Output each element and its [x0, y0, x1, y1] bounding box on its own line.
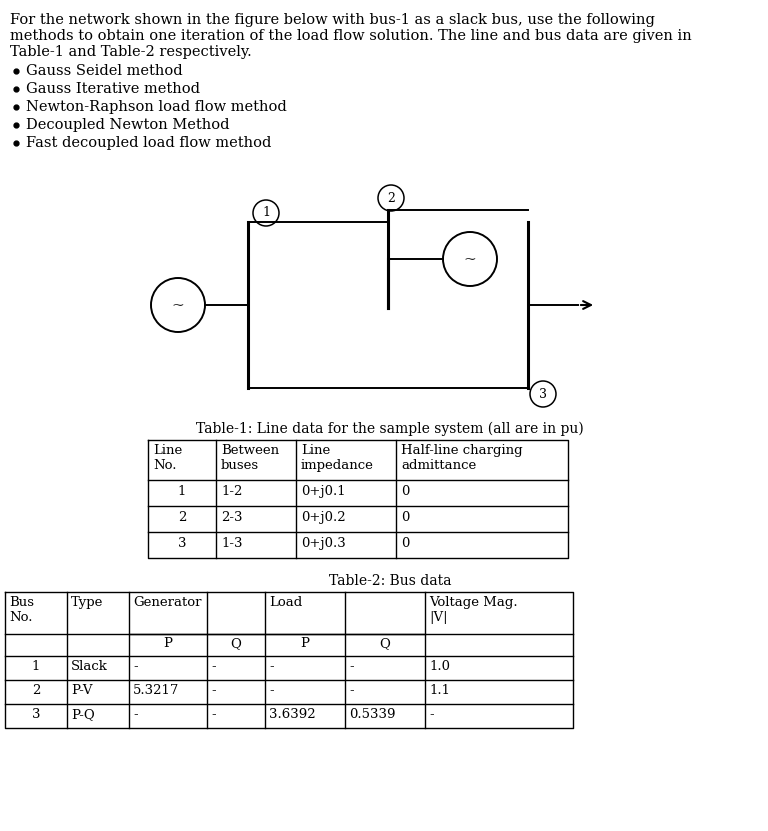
Text: P: P	[164, 637, 173, 650]
Text: 0.5339: 0.5339	[349, 708, 396, 721]
Text: Table-2: Bus data: Table-2: Bus data	[329, 574, 452, 588]
Text: Generator: Generator	[133, 596, 201, 609]
Text: 0: 0	[401, 537, 409, 550]
Text: Newton-Raphson load flow method: Newton-Raphson load flow method	[26, 100, 286, 114]
Text: 1.0: 1.0	[429, 660, 450, 673]
Text: 2-3: 2-3	[221, 511, 243, 524]
Text: Bus
No.: Bus No.	[9, 596, 34, 624]
Text: 1: 1	[178, 485, 186, 498]
Text: 1: 1	[31, 660, 40, 673]
Text: Between
buses: Between buses	[221, 444, 279, 472]
Text: -: -	[429, 708, 434, 721]
Text: 2: 2	[178, 511, 186, 524]
Text: Q: Q	[230, 637, 241, 650]
Text: Decoupled Newton Method: Decoupled Newton Method	[26, 118, 230, 132]
Text: ~: ~	[171, 299, 184, 313]
Text: Voltage Mag.
|V|: Voltage Mag. |V|	[429, 596, 518, 624]
Text: Gauss Iterative method: Gauss Iterative method	[26, 82, 200, 96]
Text: P-Q: P-Q	[71, 708, 94, 721]
Text: Table-1: Line data for the sample system (all are in pu): Table-1: Line data for the sample system…	[196, 422, 584, 436]
Text: -: -	[349, 660, 353, 673]
Text: Table-1 and Table-2 respectively.: Table-1 and Table-2 respectively.	[10, 45, 252, 59]
Text: Slack: Slack	[71, 660, 108, 673]
Text: -: -	[269, 684, 273, 697]
Text: 1-3: 1-3	[221, 537, 243, 550]
Text: Type: Type	[71, 596, 104, 609]
Text: 0+j0.2: 0+j0.2	[301, 511, 346, 524]
Text: 1: 1	[262, 206, 270, 219]
Text: Gauss Seidel method: Gauss Seidel method	[26, 64, 183, 78]
Text: -: -	[211, 708, 216, 721]
Text: ~: ~	[464, 253, 476, 267]
Text: 3: 3	[539, 387, 547, 401]
Text: 0: 0	[401, 511, 409, 524]
Text: Line
No.: Line No.	[153, 444, 182, 472]
Text: methods to obtain one iteration of the load flow solution. The line and bus data: methods to obtain one iteration of the l…	[10, 29, 692, 43]
Text: 2: 2	[31, 684, 40, 697]
Text: 1-2: 1-2	[221, 485, 243, 498]
Text: 0+j0.1: 0+j0.1	[301, 485, 346, 498]
Text: 3: 3	[177, 537, 187, 550]
Text: -: -	[211, 660, 216, 673]
Text: Load: Load	[269, 596, 303, 609]
Text: Line
impedance: Line impedance	[301, 444, 374, 472]
Text: -: -	[269, 660, 273, 673]
Text: For the network shown in the figure below with bus-1 as a slack bus, use the fol: For the network shown in the figure belo…	[10, 13, 655, 27]
Text: 3.6392: 3.6392	[269, 708, 316, 721]
Text: -: -	[133, 660, 137, 673]
Text: 0: 0	[401, 485, 409, 498]
Text: 2: 2	[387, 191, 395, 204]
Text: 0+j0.3: 0+j0.3	[301, 537, 346, 550]
Text: P-V: P-V	[71, 684, 92, 697]
Text: 3: 3	[31, 708, 40, 721]
Text: Q: Q	[379, 637, 390, 650]
Text: 5.3217: 5.3217	[133, 684, 180, 697]
Text: Half-line charging
admittance: Half-line charging admittance	[401, 444, 523, 472]
Text: -: -	[349, 684, 353, 697]
Text: -: -	[211, 684, 216, 697]
Text: 1.1: 1.1	[429, 684, 450, 697]
Text: P: P	[300, 637, 310, 650]
Text: Fast decoupled load flow method: Fast decoupled load flow method	[26, 136, 271, 150]
Text: -: -	[133, 708, 137, 721]
